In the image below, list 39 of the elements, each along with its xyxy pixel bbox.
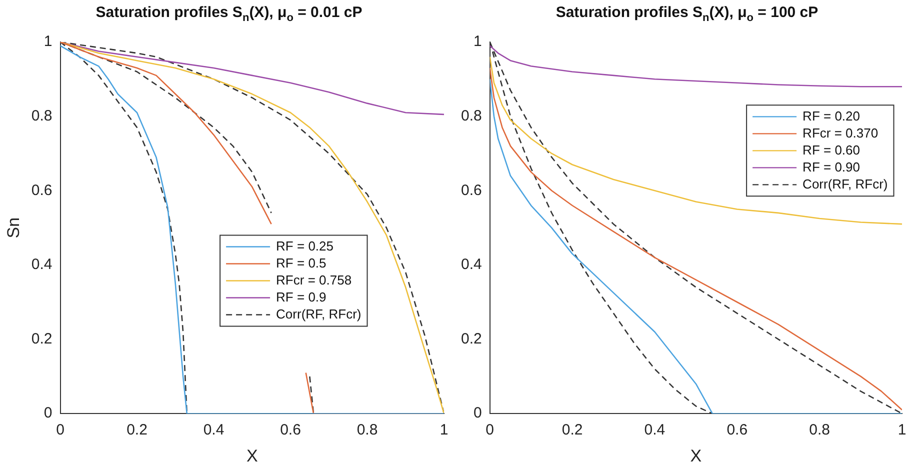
legend-label: RF = 0.60 (802, 142, 860, 158)
legend-label: RF = 0.9 (276, 289, 326, 304)
x-tick-label: 0.8 (809, 422, 830, 439)
y-tick-label: 1 (44, 33, 52, 50)
y-tick-label: 0.4 (460, 256, 482, 274)
x-axis-title: X (246, 446, 258, 466)
x-tick-label: 0.8 (356, 422, 378, 439)
legend-label: RFcr = 0.758 (276, 272, 352, 288)
x-tick-label: 0.2 (562, 422, 583, 439)
y-tick-label: 0.8 (31, 107, 52, 124)
legend-label: RF = 0.90 (802, 159, 860, 174)
x-tick-label: 0 (56, 422, 64, 439)
x-axis-title: X (690, 446, 702, 466)
y-tick-label: 0 (474, 404, 482, 422)
x-tick-label: 0 (486, 422, 494, 439)
chart-title: Saturation profiles S$_{n}$(X), μ$_{o}$ = 100 cP (554, 3, 820, 26)
x-tick-label: 1 (440, 422, 448, 439)
y-tick-label: 1 (474, 33, 482, 50)
chart-title: Saturation profiles S$_{n}$(X), μ$_{o}$ = 0.01 cP (94, 3, 364, 26)
y-tick-label: 0.8 (460, 107, 482, 124)
x-tick-label: 1 (898, 422, 906, 439)
legend-label: RFcr = 0.370 (802, 125, 878, 140)
legend-label: RF = 0.5 (276, 255, 326, 270)
y-tick-label: 0.4 (31, 256, 52, 274)
x-tick-label: 0.6 (726, 422, 748, 439)
y-tick-label: 0.2 (31, 330, 52, 348)
x-tick-label: 0.4 (644, 422, 666, 439)
legend-label: RF = 0.20 (802, 108, 860, 124)
y-tick-label: 0.6 (31, 182, 52, 199)
x-tick-label: 0.2 (126, 422, 148, 439)
y-tick-label: 0.2 (460, 330, 482, 348)
y-axis-title: Sn (4, 217, 23, 238)
legend-label: RF = 0.25 (276, 238, 334, 254)
y-tick-label: 0.6 (460, 182, 482, 199)
y-tick-label: 0 (44, 404, 52, 422)
legend-label: Corr(RF, RFcr) (276, 306, 362, 322)
x-tick-label: 0.4 (203, 422, 224, 439)
legend-label: Corr(RF, RFcr) (802, 176, 888, 192)
x-tick-label: 0.6 (280, 422, 301, 439)
